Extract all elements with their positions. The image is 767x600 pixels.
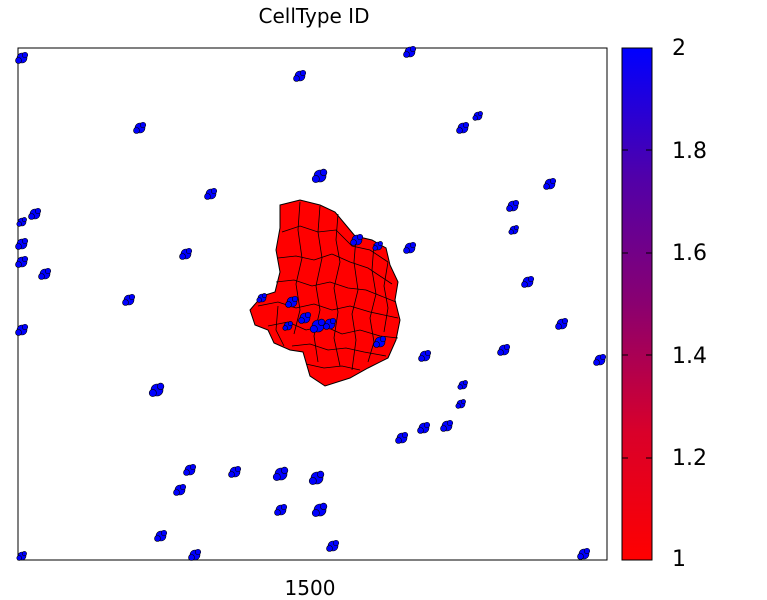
blue-cell — [403, 241, 417, 254]
blue-cell — [285, 295, 299, 308]
blue-cell — [455, 399, 466, 409]
blue-cell — [323, 317, 337, 330]
colorbar-tick-label: 1.4 — [672, 344, 707, 369]
blue-cell — [16, 551, 27, 561]
blue-cell — [298, 311, 312, 324]
blue-cell — [256, 293, 267, 303]
blue-cell — [521, 275, 535, 288]
blue-cell — [293, 69, 307, 82]
colorbar-tick-label: 1.2 — [672, 446, 707, 471]
blue-cell — [555, 317, 569, 330]
red-cell-cluster — [249, 199, 401, 387]
blue-cell — [543, 177, 557, 190]
colorbar — [621, 47, 653, 561]
blue-cell — [372, 241, 383, 251]
chart-title: CellType ID — [258, 4, 370, 28]
blue-cell — [228, 465, 242, 478]
blue-cell — [173, 483, 187, 496]
blue-cell — [154, 529, 168, 542]
colorbar-tick-label: 1.8 — [672, 139, 707, 164]
blue-cell — [593, 353, 607, 366]
blue-cell — [272, 466, 289, 481]
blue-cell — [148, 382, 165, 397]
blue-cell — [326, 539, 340, 552]
blue-cell — [497, 343, 511, 356]
blue-cell — [577, 547, 591, 560]
blue-cell — [309, 318, 326, 333]
blue-cell — [204, 187, 218, 200]
blue-cell — [403, 45, 417, 58]
colorbar-ticks — [622, 149, 652, 459]
blue-cell — [373, 335, 387, 348]
colorbar-tick-label: 1 — [672, 547, 686, 572]
blue-cell — [188, 548, 202, 561]
blue-cell — [508, 225, 519, 235]
blue-cell — [456, 121, 470, 134]
blue-cell — [417, 421, 431, 434]
blue-cell — [15, 51, 29, 64]
blue-cell — [311, 502, 328, 517]
blue-cell — [418, 349, 432, 362]
blue-cell — [183, 463, 197, 476]
blue-cell — [122, 293, 136, 306]
blue-cells — [15, 45, 607, 561]
blue-cell — [506, 199, 520, 212]
blue-cell — [28, 207, 42, 220]
blue-cell — [308, 470, 325, 485]
blue-cell — [472, 111, 483, 121]
blue-cell — [15, 255, 29, 268]
colorbar-tick-label: 1.6 — [672, 241, 707, 266]
blue-cell — [350, 233, 364, 246]
blue-cell — [311, 168, 328, 183]
blue-cell — [440, 419, 454, 432]
cell-boundaries — [257, 201, 399, 371]
blue-cell — [15, 237, 29, 250]
blue-cell — [179, 247, 193, 260]
blue-cell — [15, 323, 29, 336]
blue-cell — [395, 431, 409, 444]
blue-cell — [274, 503, 288, 516]
blue-cell — [457, 380, 468, 390]
blue-cell — [282, 321, 293, 331]
blue-cell — [133, 121, 147, 134]
blue-cell — [16, 217, 27, 227]
colorbar-tick-label: 2 — [672, 36, 686, 61]
x-tick-label: 1500 — [284, 576, 336, 600]
blue-cell — [38, 267, 52, 280]
